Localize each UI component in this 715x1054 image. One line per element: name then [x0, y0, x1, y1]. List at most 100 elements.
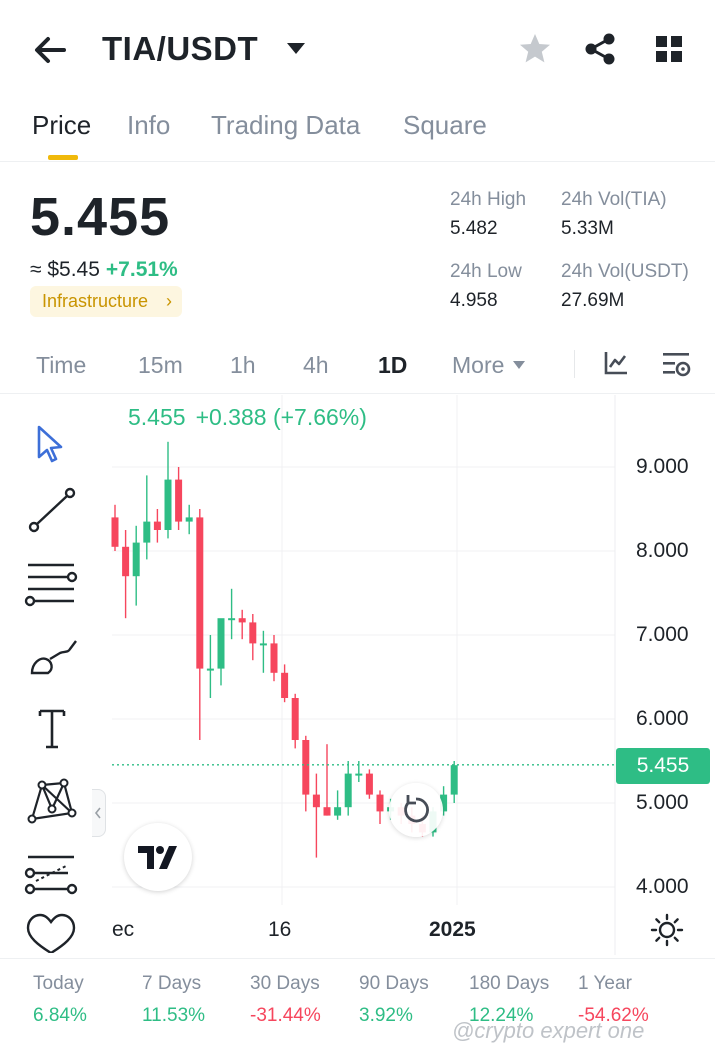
perf-value: 3.92% — [359, 1005, 413, 1026]
category-tag[interactable]: Infrastructure › — [30, 286, 183, 317]
last-price: 5.455 — [30, 187, 171, 247]
vol-base-label: 24h Vol(TIA) — [561, 189, 667, 210]
candle-body — [323, 807, 331, 816]
tradingview-logo-icon — [138, 846, 177, 869]
divider — [574, 350, 575, 378]
interval-15m[interactable]: 15m — [138, 352, 183, 378]
candle-body — [270, 643, 278, 673]
candle-body — [440, 794, 448, 812]
legend-price: 5.455 — [128, 404, 186, 430]
usd-value: ≈ $5.45 — [30, 258, 100, 281]
interval-4h[interactable]: 4h — [303, 352, 329, 378]
tab-price[interactable]: Price — [32, 110, 92, 140]
candle-body — [217, 618, 225, 669]
legend-change: +0.388 (+7.66%) — [195, 404, 367, 430]
interval-bar: Time 15m 1h 4h 1D More — [0, 340, 715, 394]
interval-time[interactable]: Time — [36, 352, 87, 378]
candle-body — [228, 618, 236, 621]
horizontal-lines-tool-icon[interactable] — [24, 555, 78, 609]
interval-1d[interactable]: 1D — [378, 352, 408, 378]
caret-down-icon[interactable] — [512, 360, 526, 370]
pair-title[interactable]: TIA/USDT — [102, 30, 259, 67]
watermark: @crypto expert one — [452, 1018, 645, 1043]
price-chart[interactable]: 5.455 +0.388 (+7.66%) 9.000 8.000 7.000 6… — [0, 395, 715, 955]
perf-label: Today — [33, 973, 84, 994]
candle-body — [259, 643, 267, 646]
share-icon[interactable] — [582, 31, 618, 67]
chart-legend: 5.455 +0.388 (+7.66%) — [128, 404, 367, 431]
perf-label: 1 Year — [578, 973, 632, 994]
reset-icon — [404, 795, 429, 823]
perf-value: -54.62% — [578, 1005, 649, 1026]
perf-value: 6.84% — [33, 1005, 87, 1026]
candle-body — [365, 773, 373, 795]
y-tick-label: 9.000 — [636, 455, 689, 478]
vol-quote-value: 27.69M — [561, 290, 625, 311]
cursor-tool-icon[interactable] — [24, 417, 78, 471]
y-tick-label: 8.000 — [636, 539, 689, 562]
perf-value: 11.53% — [142, 1005, 206, 1026]
candle-body — [344, 773, 352, 808]
main-tabs: Price Info Trading Data Square — [0, 100, 715, 162]
y-tick-label: 7.000 — [636, 623, 689, 646]
perf-label: 90 Days — [359, 973, 429, 994]
fib-tool-icon[interactable] — [24, 847, 78, 901]
back-arrow-icon[interactable] — [30, 32, 70, 68]
pattern-tool-icon[interactable] — [24, 773, 78, 827]
candle-body — [302, 740, 310, 795]
candle-body — [153, 521, 161, 530]
category-tag-label: Infrastructure — [42, 291, 149, 311]
candlestick-chart[interactable] — [0, 395, 715, 955]
top-bar: TIA/USDT — [0, 0, 715, 100]
candle-body — [281, 672, 289, 698]
reset-view-button[interactable] — [389, 783, 443, 837]
candle-body — [334, 807, 342, 816]
theme-toggle-icon[interactable] — [650, 913, 684, 947]
chevron-left-icon — [94, 807, 101, 819]
usd-value-row: ≈ $5.45 +7.51% — [30, 258, 178, 282]
perf-label: 180 Days — [469, 973, 550, 994]
candle-body — [206, 668, 214, 671]
change-percent: +7.51% — [105, 258, 178, 281]
text-tool-icon[interactable] — [24, 701, 78, 755]
high-label: 24h High — [450, 189, 527, 210]
candle-body — [164, 479, 172, 530]
candle-body — [132, 542, 140, 577]
chart-settings-icon[interactable] — [661, 350, 691, 378]
x-tick-label: ec — [112, 918, 135, 941]
toolbar-collapse-handle[interactable] — [92, 789, 106, 837]
perf-value: -31.44% — [250, 1005, 321, 1026]
x-tick-label: 2025 — [429, 918, 476, 941]
tab-square[interactable]: Square — [403, 110, 487, 140]
tab-trading-data[interactable]: Trading Data — [211, 110, 361, 140]
indicator-icon[interactable] — [603, 350, 629, 376]
trend-line-tool-icon[interactable] — [24, 483, 78, 537]
candle-body — [376, 794, 384, 812]
favorite-tool-icon[interactable] — [24, 913, 78, 953]
y-tick-label: 4.000 — [636, 875, 689, 898]
perf-label: 30 Days — [250, 973, 320, 994]
low-value: 4.958 — [450, 290, 498, 311]
grid-icon[interactable] — [653, 33, 685, 65]
candle-body — [355, 773, 363, 776]
candle-body — [238, 618, 246, 623]
chevron-right-icon: › — [166, 291, 173, 311]
tradingview-logo[interactable] — [124, 823, 192, 891]
interval-1h[interactable]: 1h — [230, 352, 256, 378]
tab-info[interactable]: Info — [127, 110, 171, 140]
x-tick-label: 16 — [268, 918, 292, 941]
perf-value: 12.24% — [469, 1005, 534, 1026]
star-icon[interactable] — [517, 31, 553, 67]
low-label: 24h Low — [450, 261, 522, 282]
y-tick-label: 5.000 — [636, 791, 689, 814]
performance-strip: Today 6.84% 7 Days 11.53% 30 Days -31.44… — [0, 958, 715, 1048]
candle-body — [111, 517, 119, 547]
active-tab-indicator — [48, 155, 78, 160]
y-tick-label: 6.000 — [636, 707, 689, 730]
candle-body — [450, 765, 458, 795]
caret-down-icon[interactable] — [285, 40, 307, 56]
interval-more[interactable]: More — [452, 352, 505, 378]
brush-tool-icon[interactable] — [24, 629, 78, 683]
candle-body — [185, 517, 193, 522]
vol-quote-label: 24h Vol(USDT) — [561, 261, 689, 282]
